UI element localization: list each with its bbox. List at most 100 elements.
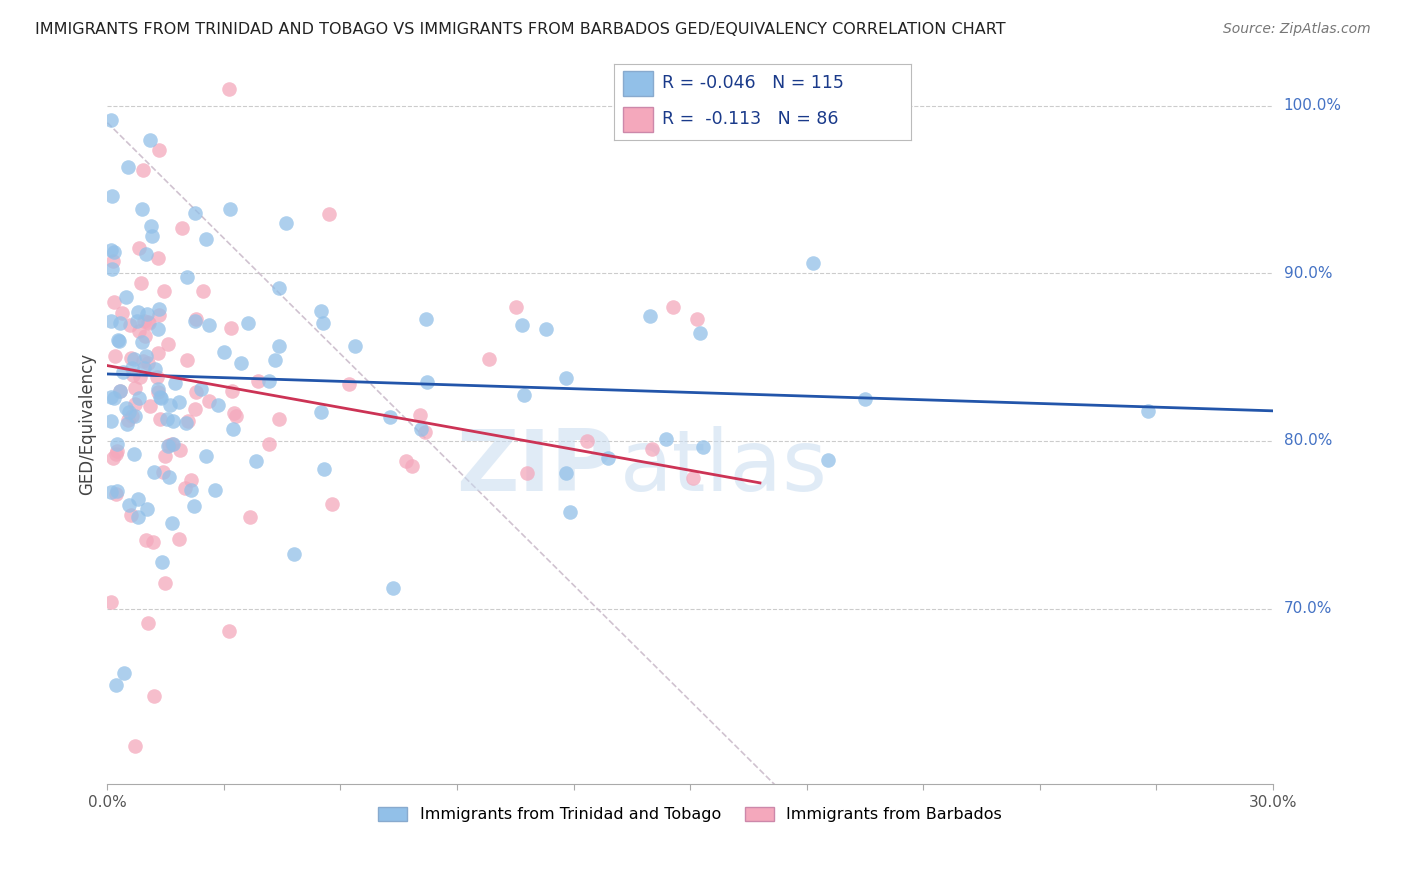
- Point: [246, 374, 269, 388]
- Point: [101, 188, 124, 202]
- Point: [128, 324, 150, 338]
- Point: [167, 532, 190, 546]
- Point: [312, 462, 335, 476]
- Point: [101, 254, 124, 268]
- Point: [104, 487, 127, 501]
- Point: [170, 220, 193, 235]
- Point: [105, 447, 128, 461]
- Point: [100, 484, 122, 499]
- Point: [162, 437, 184, 451]
- Point: [157, 337, 180, 351]
- Point: [139, 399, 162, 413]
- Point: [134, 314, 156, 328]
- Point: [138, 133, 160, 147]
- Point: [134, 328, 156, 343]
- Point: [127, 314, 149, 328]
- Point: [148, 384, 170, 399]
- Point: [153, 576, 176, 591]
- Point: [134, 360, 156, 375]
- Point: [401, 459, 423, 474]
- Point: [817, 452, 839, 467]
- Point: [411, 422, 433, 436]
- Point: [686, 311, 709, 326]
- Text: 80.0%: 80.0%: [1284, 434, 1331, 449]
- Point: [128, 241, 150, 255]
- Point: [143, 689, 166, 703]
- Point: [1137, 404, 1160, 418]
- Point: [115, 417, 138, 431]
- Point: [120, 351, 142, 365]
- Point: [136, 615, 159, 630]
- Point: [162, 414, 184, 428]
- Point: [176, 352, 198, 367]
- Point: [212, 344, 235, 359]
- Point: [344, 339, 367, 353]
- Point: [413, 425, 436, 439]
- Point: [512, 388, 534, 402]
- Point: [309, 304, 332, 318]
- Point: [120, 508, 142, 523]
- Point: [264, 352, 287, 367]
- Point: [207, 397, 229, 411]
- Point: [122, 351, 145, 366]
- Point: [236, 316, 259, 330]
- Point: [129, 370, 152, 384]
- Point: [534, 322, 557, 336]
- Point: [225, 409, 247, 423]
- Point: [180, 483, 202, 498]
- Text: ZIP: ZIP: [457, 426, 614, 509]
- Point: [124, 397, 146, 411]
- Point: [596, 450, 619, 465]
- Text: 90.0%: 90.0%: [1284, 266, 1333, 281]
- Point: [108, 384, 131, 399]
- Point: [131, 202, 153, 217]
- Point: [100, 244, 122, 258]
- Point: [267, 411, 290, 425]
- Point: [416, 375, 439, 389]
- Point: [127, 510, 149, 524]
- Point: [143, 361, 166, 376]
- Point: [127, 305, 149, 319]
- Point: [176, 416, 198, 430]
- Point: [380, 409, 402, 424]
- Point: [103, 294, 125, 309]
- Point: [124, 739, 146, 753]
- Point: [198, 393, 221, 408]
- Point: [101, 262, 124, 277]
- Point: [100, 414, 122, 428]
- Point: [853, 392, 876, 406]
- Text: 100.0%: 100.0%: [1284, 98, 1341, 113]
- Point: [415, 311, 437, 326]
- Point: [148, 301, 170, 316]
- Point: [184, 206, 207, 220]
- Point: [654, 432, 676, 446]
- Point: [516, 466, 538, 480]
- Point: [138, 316, 160, 330]
- Point: [124, 381, 146, 395]
- Point: [204, 483, 226, 498]
- Point: [180, 474, 202, 488]
- Point: [183, 499, 205, 513]
- Point: [135, 350, 157, 364]
- Point: [121, 409, 143, 423]
- Point: [245, 454, 267, 468]
- Point: [309, 405, 332, 419]
- Point: [190, 382, 212, 396]
- Point: [801, 255, 824, 269]
- Point: [122, 368, 145, 382]
- Point: [117, 413, 139, 427]
- Point: [141, 228, 163, 243]
- Point: [409, 408, 432, 422]
- Point: [110, 316, 132, 330]
- Point: [218, 82, 240, 96]
- Point: [142, 535, 165, 549]
- Point: [337, 376, 360, 391]
- Point: [132, 354, 155, 368]
- Point: [575, 434, 598, 448]
- Point: [112, 665, 135, 680]
- Point: [149, 391, 172, 405]
- Point: [689, 326, 711, 340]
- Point: [131, 334, 153, 349]
- Point: [129, 276, 152, 290]
- Point: [111, 306, 134, 320]
